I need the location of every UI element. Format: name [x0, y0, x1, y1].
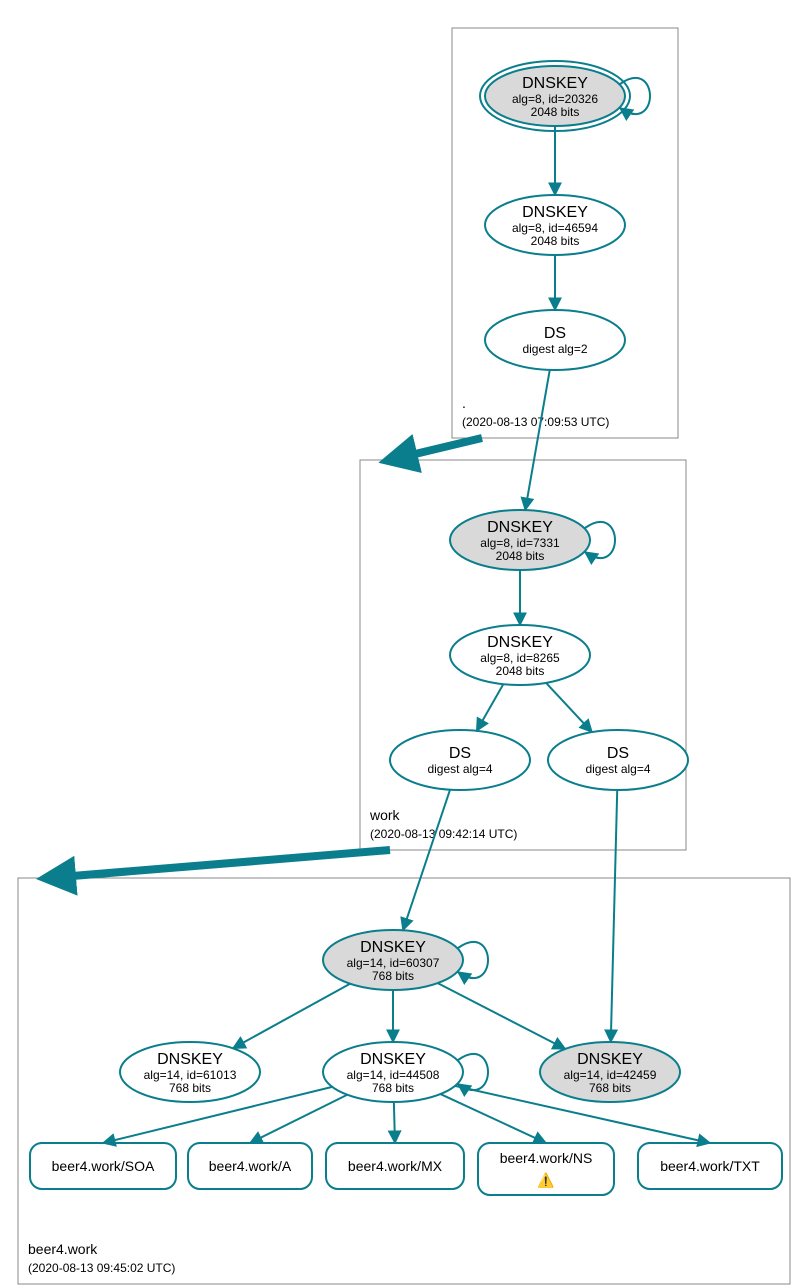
node-title: DNSKEY	[487, 634, 553, 651]
node-sub1: digest alg=2	[522, 342, 587, 356]
node-title: DNSKEY	[577, 1051, 643, 1068]
node-n_work_zsk: DNSKEYalg=8, id=82652048 bits	[450, 625, 590, 685]
rrset-rr_ns: beer4.work/NS ⚠️	[478, 1143, 614, 1195]
node-sub2: 768 bits	[169, 1081, 211, 1095]
zone-delegation-arrow	[48, 850, 390, 878]
node-sub1: alg=14, id=60307	[347, 956, 440, 970]
rrset-label: beer4.work/MX	[348, 1158, 443, 1174]
node-n_root_zsk: DNSKEYalg=8, id=465942048 bits	[485, 195, 625, 255]
node-sub1: alg=8, id=8265	[480, 651, 560, 665]
edge	[438, 983, 566, 1049]
edge	[546, 683, 592, 732]
node-sub1: alg=14, id=61013	[144, 1068, 237, 1082]
zone-delegation-arrow	[390, 438, 482, 460]
node-sub2: 2048 bits	[531, 105, 580, 119]
warning-icon: ⚠️	[537, 1172, 554, 1189]
node-n_work_ds2: DSdigest alg=4	[548, 730, 688, 790]
node-sub1: digest alg=4	[585, 762, 650, 776]
node-sub2: 768 bits	[372, 969, 414, 983]
rrset-label: beer4.work/NS	[500, 1150, 593, 1166]
zone-label-work: work	[369, 807, 401, 823]
node-n_beer_ksk: DNSKEYalg=14, id=60307768 bits	[323, 930, 488, 990]
node-n_root_ds: DSdigest alg=2	[485, 310, 625, 370]
edge	[477, 684, 504, 731]
rrset-rr_a: beer4.work/A	[188, 1143, 312, 1189]
dnssec-graph: . (2020-08-13 07:09:53 UTC) work (2020-08-1…	[0, 0, 804, 1288]
edge	[394, 1102, 395, 1143]
node-sub2: 2048 bits	[496, 664, 545, 678]
node-sub1: digest alg=4	[427, 762, 492, 776]
node-title: DS	[544, 325, 566, 342]
node-n_beer_zsk2: DNSKEYalg=14, id=44508768 bits	[323, 1042, 488, 1102]
node-n_work_ksk: DNSKEYalg=8, id=73312048 bits	[450, 510, 615, 570]
node-title: DS	[449, 745, 471, 762]
zone-timestamp-work: (2020-08-13 09:42:14 UTC)	[370, 827, 517, 841]
rrset-rr_soa: beer4.work/SOA	[30, 1143, 176, 1189]
zone-timestamp-root: (2020-08-13 07:09:53 UTC)	[462, 415, 609, 429]
edge	[233, 984, 350, 1049]
node-sub1: alg=14, id=44508	[347, 1068, 440, 1082]
node-n_beer_key3: DNSKEYalg=14, id=42459768 bits	[540, 1042, 680, 1102]
node-title: DNSKEY	[360, 939, 426, 956]
node-title: DNSKEY	[487, 519, 553, 536]
node-title: DNSKEY	[360, 1051, 426, 1068]
edge	[250, 1095, 347, 1143]
node-n_beer_zsk1: DNSKEYalg=14, id=61013768 bits	[120, 1042, 260, 1102]
edge	[440, 1094, 546, 1143]
node-n_root_ksk: DNSKEYalg=8, id=203262048 bits	[480, 61, 650, 131]
node-n_work_ds1: DSdigest alg=4	[390, 730, 530, 790]
rrset-label: beer4.work/SOA	[52, 1158, 155, 1174]
rrset-rr_txt: beer4.work/TXT	[638, 1143, 782, 1189]
node-sub1: alg=14, id=42459	[564, 1068, 657, 1082]
edge	[403, 790, 450, 931]
node-sub2: 768 bits	[372, 1081, 414, 1095]
zone-label-beer: beer4.work	[28, 1241, 98, 1257]
node-sub2: 2048 bits	[531, 234, 580, 248]
node-sub1: alg=8, id=46594	[512, 221, 598, 235]
node-sub1: alg=8, id=7331	[480, 536, 560, 550]
rrset-rr_mx: beer4.work/MX	[326, 1143, 464, 1189]
edge	[525, 370, 550, 510]
zone-timestamp-beer: (2020-08-13 09:45:02 UTC)	[28, 1261, 175, 1275]
node-title: DNSKEY	[522, 75, 588, 92]
rrset-label: beer4.work/A	[209, 1158, 292, 1174]
node-sub2: 2048 bits	[496, 549, 545, 563]
node-title: DNSKEY	[157, 1051, 223, 1068]
node-title: DS	[607, 745, 629, 762]
edge	[611, 790, 617, 1042]
zone-label-root: .	[462, 395, 466, 411]
node-sub1: alg=8, id=20326	[512, 92, 598, 106]
node-title: DNSKEY	[522, 204, 588, 221]
rrset-label: beer4.work/TXT	[660, 1158, 760, 1174]
node-sub2: 768 bits	[589, 1081, 631, 1095]
